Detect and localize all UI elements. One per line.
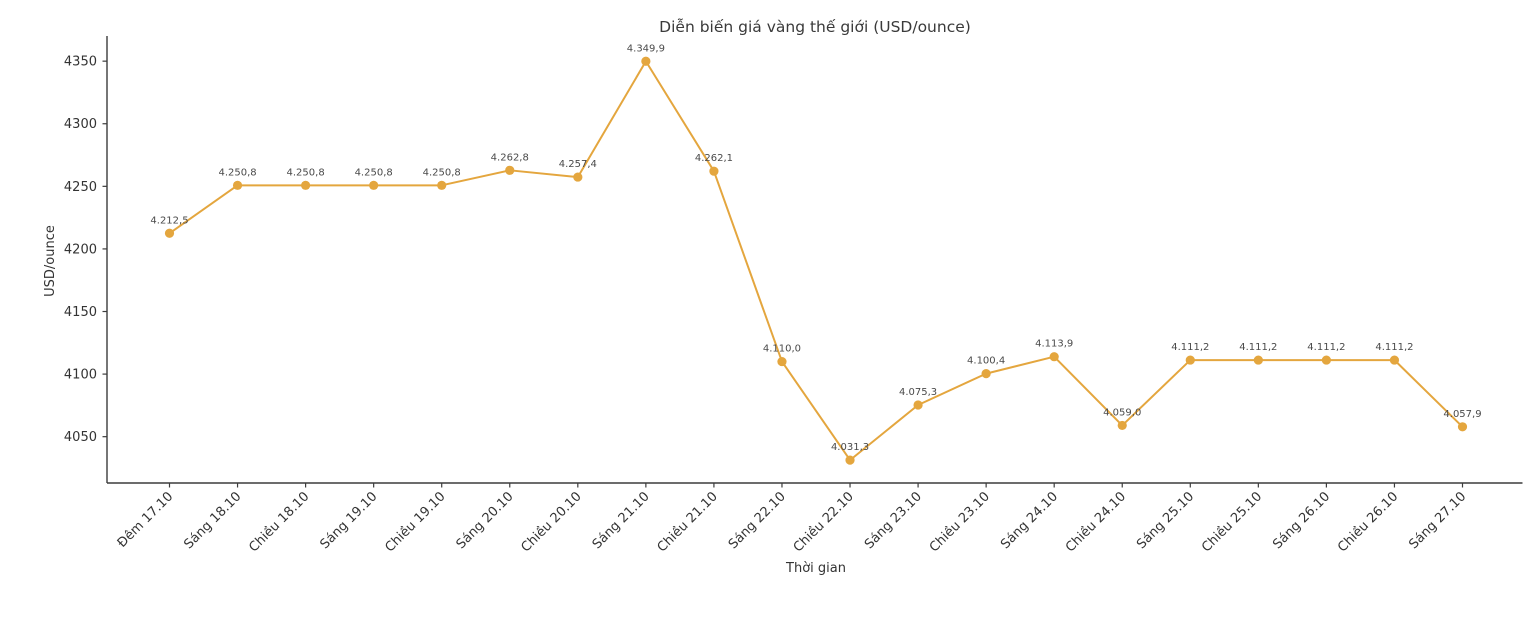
data-point-label: 4.250,8 [218,167,256,178]
y-tick-label: 4050 [64,430,97,445]
data-point [232,180,243,190]
x-tick-label: Chiều 25.10 [1199,489,1265,555]
data-point [1321,355,1331,365]
data-point-label: 4.250,8 [423,167,461,178]
y-tick-label: 4250 [64,180,97,195]
x-tick-label: Chiều 18.10 [246,489,312,555]
data-point [1049,352,1059,362]
data-point [777,356,787,367]
data-point [1457,422,1468,432]
data-point [505,165,515,175]
x-tick-label: Chiều 20.10 [519,489,585,555]
data-point [301,180,311,190]
data-point-label: 4.349,9 [627,43,665,54]
x-tick-label: Chiều 21.10 [655,489,721,555]
data-point [913,400,923,410]
x-tick-label: Sáng 20.10 [454,489,517,552]
x-tick-label: Chiều 19.10 [382,489,448,555]
data-point-label: 4.111,2 [1171,342,1209,353]
x-tick-label: Chiều 24.10 [1063,489,1129,555]
x-tick-label: Sáng 25.10 [1134,489,1197,552]
data-point-label: 4.057,9 [1443,409,1481,420]
data-point-label: 4.111,2 [1307,342,1345,353]
data-point [845,455,855,465]
x-tick-label: Sáng 18.10 [181,489,244,552]
data-point-label: 4.110,0 [763,344,801,355]
x-tick-label: Đêm 17.10 [115,489,177,551]
x-tick-label: Sáng 26.10 [1270,489,1333,552]
data-point-label: 4.262,1 [695,153,733,164]
x-tick-label: Sáng 19.10 [318,489,381,552]
data-point [1185,355,1195,365]
data-point-label: 4.250,8 [287,167,325,178]
data-point-label: 4.212,5 [150,215,188,226]
data-point-label: 4.257,4 [559,159,597,170]
data-point [981,368,991,379]
x-tick-label: Sáng 27.10 [1406,489,1469,552]
y-tick-label: 4150 [64,305,97,320]
chart-title: Diễn biến giá vàng thế giới (USD/ounce) [659,18,971,36]
data-point [437,180,447,190]
x-tick-label: Sáng 21.10 [590,489,653,552]
price-line [168,60,1464,462]
x-tick-label: Sáng 23.10 [862,489,925,552]
x-tick-label: Chiều 22.10 [791,489,857,555]
data-point [1253,355,1263,365]
data-point-label: 4.262,8 [491,152,529,163]
y-axis-label: USD/ounce [43,225,58,297]
data-point [573,172,583,182]
data-point [1117,420,1127,431]
x-tick-label: Chiều 23.10 [927,489,993,555]
x-tick-label: Sáng 22.10 [726,489,789,552]
data-point-label: 4.111,2 [1375,342,1413,353]
x-tick-label: Chiều 26.10 [1335,489,1401,555]
data-point [1389,355,1400,365]
y-tick-label: 4300 [64,117,97,132]
data-point-label: 4.113,9 [1035,339,1073,350]
data-point [709,166,719,176]
x-tick-label: Sáng 24.10 [998,489,1061,552]
data-point-label: 4.031,3 [831,442,869,453]
x-axis-label: Thời gian [785,561,846,576]
y-tick-label: 4200 [64,242,97,257]
data-point-label: 4.250,8 [355,167,393,178]
data-point [164,228,175,238]
data-point-label: 4.075,3 [899,387,937,398]
data-point-label: 4.059,0 [1103,407,1141,418]
data-point-label: 4.100,4 [967,356,1005,367]
y-tick-label: 4100 [64,368,97,383]
data-point [369,180,379,190]
data-point-label: 4.111,2 [1239,342,1277,353]
data-point [641,56,651,66]
y-tick-label: 4350 [64,55,97,70]
